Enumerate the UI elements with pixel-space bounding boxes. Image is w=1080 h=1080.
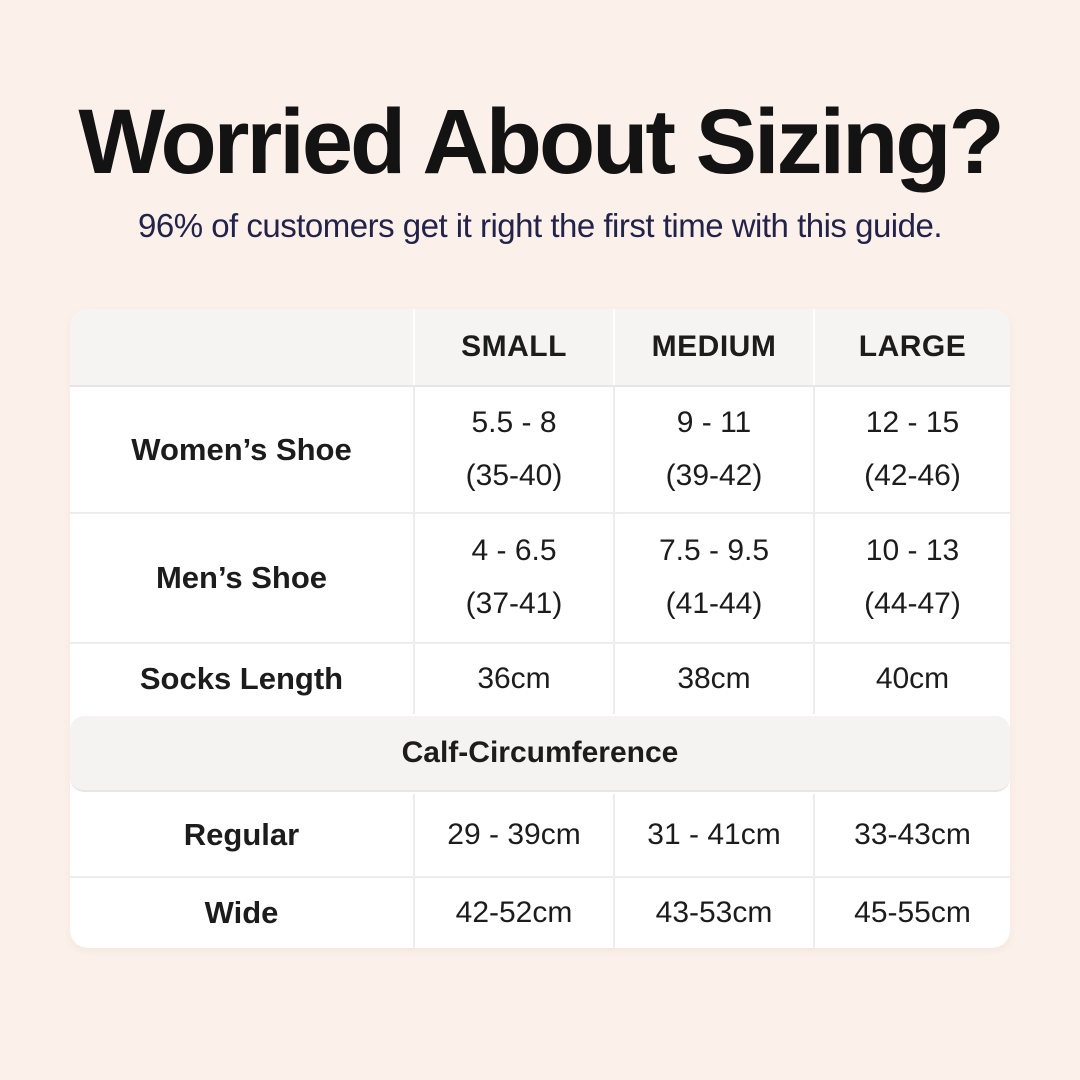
row-label-wide: Wide [204,895,279,930]
shoe-size-range: 12 - 15 [865,405,960,439]
calf-circumference-section-header: Calf-Circumference [70,715,1010,792]
size-table: SMALL MEDIUM LARGE Women’s Shoe 5.5 - 8 … [70,308,1010,948]
table-cell-socks-large: 40cm [813,643,1010,714]
column-header-medium: MEDIUM [613,308,813,385]
table-cell-regular-medium: 31 - 41cm [613,793,813,876]
table-cell-regular-small: 29 - 39cm [413,793,613,876]
table-row-womens-shoe: Women’s Shoe 5.5 - 8 (35-40) 9 - 11 (39-… [70,386,1010,512]
shoe-size-eu: (35-40) [465,458,563,492]
table-header-row: SMALL MEDIUM LARGE [70,308,1010,387]
table-cell-womens-small: 5.5 - 8 (35-40) [413,386,613,512]
header: Worried About Sizing? 96% of customers g… [0,0,1080,245]
sizing-guide-page: Worried About Sizing? 96% of customers g… [0,0,1080,948]
table-cell-socks-small: 36cm [413,643,613,714]
table-row-wide: Wide 42-52cm 43-53cm 45-55cm [70,875,1010,948]
column-header-large: LARGE [813,308,1010,385]
row-label-regular: Regular [183,817,300,852]
shoe-size-eu: (44-47) [864,587,961,621]
shoe-size-range: 7.5 - 9.5 [658,534,770,568]
row-label-womens-shoe: Women’s Shoe [131,431,352,467]
table-cell-mens-small: 4 - 6.5 (37-41) [413,513,613,642]
table-cell-wide-large: 45-55cm [813,877,1010,948]
shoe-size-range: 10 - 13 [865,534,960,568]
table-cell-regular-large: 33-43cm [813,793,1010,876]
row-label-mens-shoe: Men’s Shoe [155,560,328,595]
shoe-size-eu: (42-46) [864,458,961,492]
table-cell-socks-medium: 38cm [613,643,813,714]
page-title: Worried About Sizing? [78,91,1004,193]
column-header-small: SMALL [413,308,613,385]
shoe-size-range: 5.5 - 8 [471,405,557,439]
table-cell-mens-medium: 7.5 - 9.5 (41-44) [613,513,813,642]
corner-cell [70,309,413,385]
table-cell-wide-small: 42-52cm [413,877,613,948]
table-cell-womens-large: 12 - 15 (42-46) [813,386,1010,512]
table-row-socks-length: Socks Length 36cm 38cm 40cm [70,641,1010,714]
table-row-mens-shoe: Men’s Shoe 4 - 6.5 (37-41) 7.5 - 9.5 (41… [70,511,1010,642]
shoe-size-eu: (41-44) [665,587,763,621]
table-cell-wide-medium: 43-53cm [613,877,813,948]
row-label-socks-length: Socks Length [139,661,344,696]
table-row-regular: Regular 29 - 39cm 31 - 41cm 33-43cm [70,793,1010,876]
table-cell-mens-large: 10 - 13 (44-47) [813,513,1010,642]
shoe-size-eu: (39-42) [665,458,763,492]
shoe-size-range: 4 - 6.5 [471,534,557,568]
shoe-size-range: 9 - 11 [676,405,752,439]
shoe-size-eu: (37-41) [465,587,563,621]
page-subtitle: 96% of customers get it right the first … [137,206,943,244]
table-cell-womens-medium: 9 - 11 (39-42) [613,386,813,512]
